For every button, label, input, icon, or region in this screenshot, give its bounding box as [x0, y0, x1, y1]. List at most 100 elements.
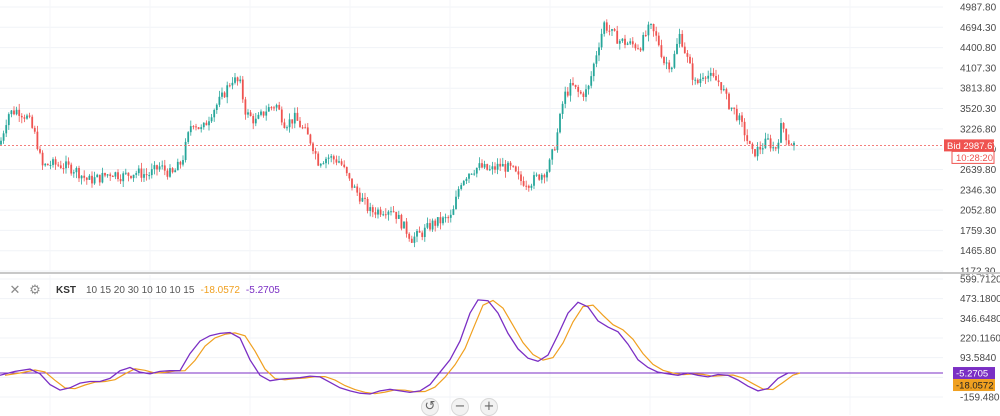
candle-body	[252, 116, 255, 124]
candle	[153, 161, 156, 175]
candle	[239, 75, 242, 84]
candle-body	[494, 166, 496, 170]
candle-body	[33, 127, 36, 132]
candle	[613, 27, 616, 32]
price-tick-label: 3520.30	[960, 104, 997, 115]
candle-body	[280, 109, 283, 123]
bid-countdown-bg	[951, 150, 995, 164]
candle	[460, 182, 463, 191]
candle-body	[257, 114, 260, 119]
gear-icon[interactable]: ⚙	[29, 282, 41, 297]
candle	[171, 167, 174, 174]
candle	[455, 190, 457, 210]
candle	[681, 30, 684, 48]
candle	[777, 139, 780, 154]
candle-body	[520, 174, 522, 182]
candle-body	[525, 185, 528, 187]
candle-body	[384, 214, 387, 216]
candle-body	[361, 197, 364, 202]
candle	[644, 30, 647, 38]
candle-body	[418, 230, 421, 233]
candle-body	[582, 93, 585, 97]
candle-body	[244, 99, 247, 115]
candle-body	[28, 115, 31, 117]
candle	[192, 125, 195, 130]
close-icon[interactable]: ✕	[9, 282, 21, 297]
zoom-in-button[interactable]: +	[480, 398, 498, 416]
candle-body	[275, 104, 278, 108]
candle	[699, 73, 702, 87]
candle	[41, 150, 44, 171]
candle	[382, 211, 385, 217]
candle-body	[647, 24, 650, 36]
candle	[720, 82, 723, 94]
candle	[481, 159, 483, 169]
candle	[252, 113, 255, 130]
candle-body	[114, 172, 117, 177]
candle	[748, 140, 751, 145]
candle	[494, 162, 496, 174]
candle-body	[504, 163, 507, 172]
candle	[767, 133, 769, 141]
candle-body	[317, 153, 320, 166]
candle-body	[514, 166, 517, 172]
candle-body	[72, 172, 75, 174]
candle-body	[462, 180, 465, 186]
candle-body	[598, 47, 600, 56]
candle	[423, 224, 426, 242]
candle-body	[153, 165, 156, 170]
candle	[782, 122, 785, 133]
candle	[46, 163, 49, 166]
candle	[449, 209, 452, 223]
candle-body	[59, 165, 62, 169]
candle-body	[618, 40, 621, 44]
zoom-out-button[interactable]: −	[451, 398, 469, 416]
candle	[283, 118, 286, 129]
candle	[249, 109, 252, 117]
candle-body	[98, 174, 101, 183]
candle-body	[605, 22, 608, 31]
candle	[780, 118, 782, 144]
candle	[358, 187, 361, 205]
candle	[254, 112, 257, 127]
candle	[400, 213, 403, 231]
candle-body	[26, 115, 28, 119]
candle	[288, 113, 291, 133]
candle	[624, 34, 626, 49]
candle-body	[787, 140, 790, 145]
candle-body	[689, 56, 691, 64]
candle-body	[44, 163, 47, 166]
candle	[553, 146, 556, 151]
candle	[2, 130, 5, 144]
candle	[522, 176, 525, 187]
plus-icon: +	[483, 399, 495, 414]
candle-body	[85, 177, 88, 180]
reset-button[interactable]: ↺	[421, 398, 439, 416]
candle-body	[470, 173, 473, 175]
candle	[473, 169, 476, 176]
candle-body	[452, 209, 455, 215]
candle-body	[488, 169, 491, 171]
candle-body	[759, 146, 762, 150]
candle	[595, 50, 598, 68]
candle-body	[18, 109, 21, 116]
candle-body	[364, 197, 366, 199]
candle	[145, 168, 148, 181]
candle	[15, 106, 18, 116]
price-tick-label: 4400.80	[960, 43, 997, 54]
candle-body	[655, 31, 658, 36]
price-tick-label: 1465.80	[960, 246, 997, 257]
candle	[374, 207, 377, 219]
candle-body	[137, 168, 140, 174]
candle	[67, 157, 70, 169]
candle	[790, 143, 793, 146]
candle-body	[585, 89, 587, 97]
candle	[605, 19, 608, 34]
candle	[533, 171, 535, 189]
candle-body	[499, 163, 502, 167]
candle-body	[639, 48, 642, 51]
candle-body	[145, 174, 148, 176]
candle	[611, 28, 613, 36]
